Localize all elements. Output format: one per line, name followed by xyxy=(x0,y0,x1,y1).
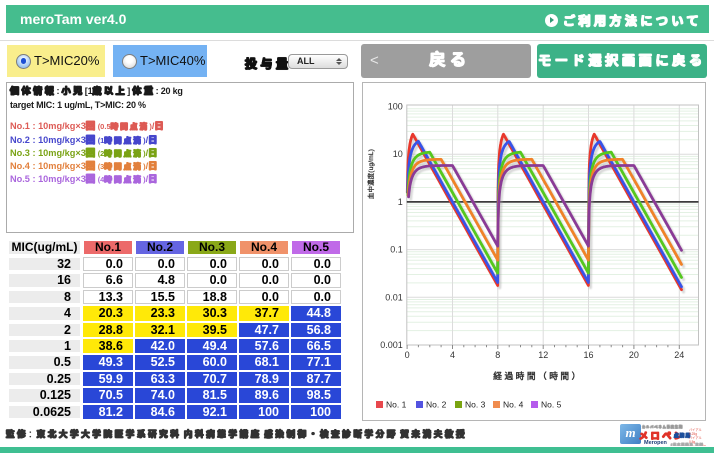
svg-text:No. 5: No. 5 xyxy=(541,400,562,410)
svg-text:No. 2: No. 2 xyxy=(426,400,447,410)
svg-text:10: 10 xyxy=(393,149,403,159)
svg-text:No. 1: No. 1 xyxy=(386,400,407,410)
svg-text:No. 3: No. 3 xyxy=(465,400,486,410)
svg-text:0: 0 xyxy=(405,350,410,360)
svg-text:12: 12 xyxy=(538,350,548,360)
svg-text:16: 16 xyxy=(583,350,593,360)
svg-text:4: 4 xyxy=(450,350,455,360)
svg-text:No. 4: No. 4 xyxy=(503,400,524,410)
svg-text:血中濃度(ug/mL): 血中濃度(ug/mL) xyxy=(366,149,375,199)
svg-text:24: 24 xyxy=(674,350,684,360)
svg-text:0.001: 0.001 xyxy=(380,340,403,350)
svg-text:8: 8 xyxy=(495,350,500,360)
svg-text:0.01: 0.01 xyxy=(385,292,403,302)
svg-text:0.1: 0.1 xyxy=(390,245,403,255)
svg-text:経過時間（時間）: 経過時間（時間） xyxy=(493,370,583,381)
svg-text:20: 20 xyxy=(629,350,639,360)
svg-text:1: 1 xyxy=(398,197,403,207)
svg-text:100: 100 xyxy=(388,102,403,112)
